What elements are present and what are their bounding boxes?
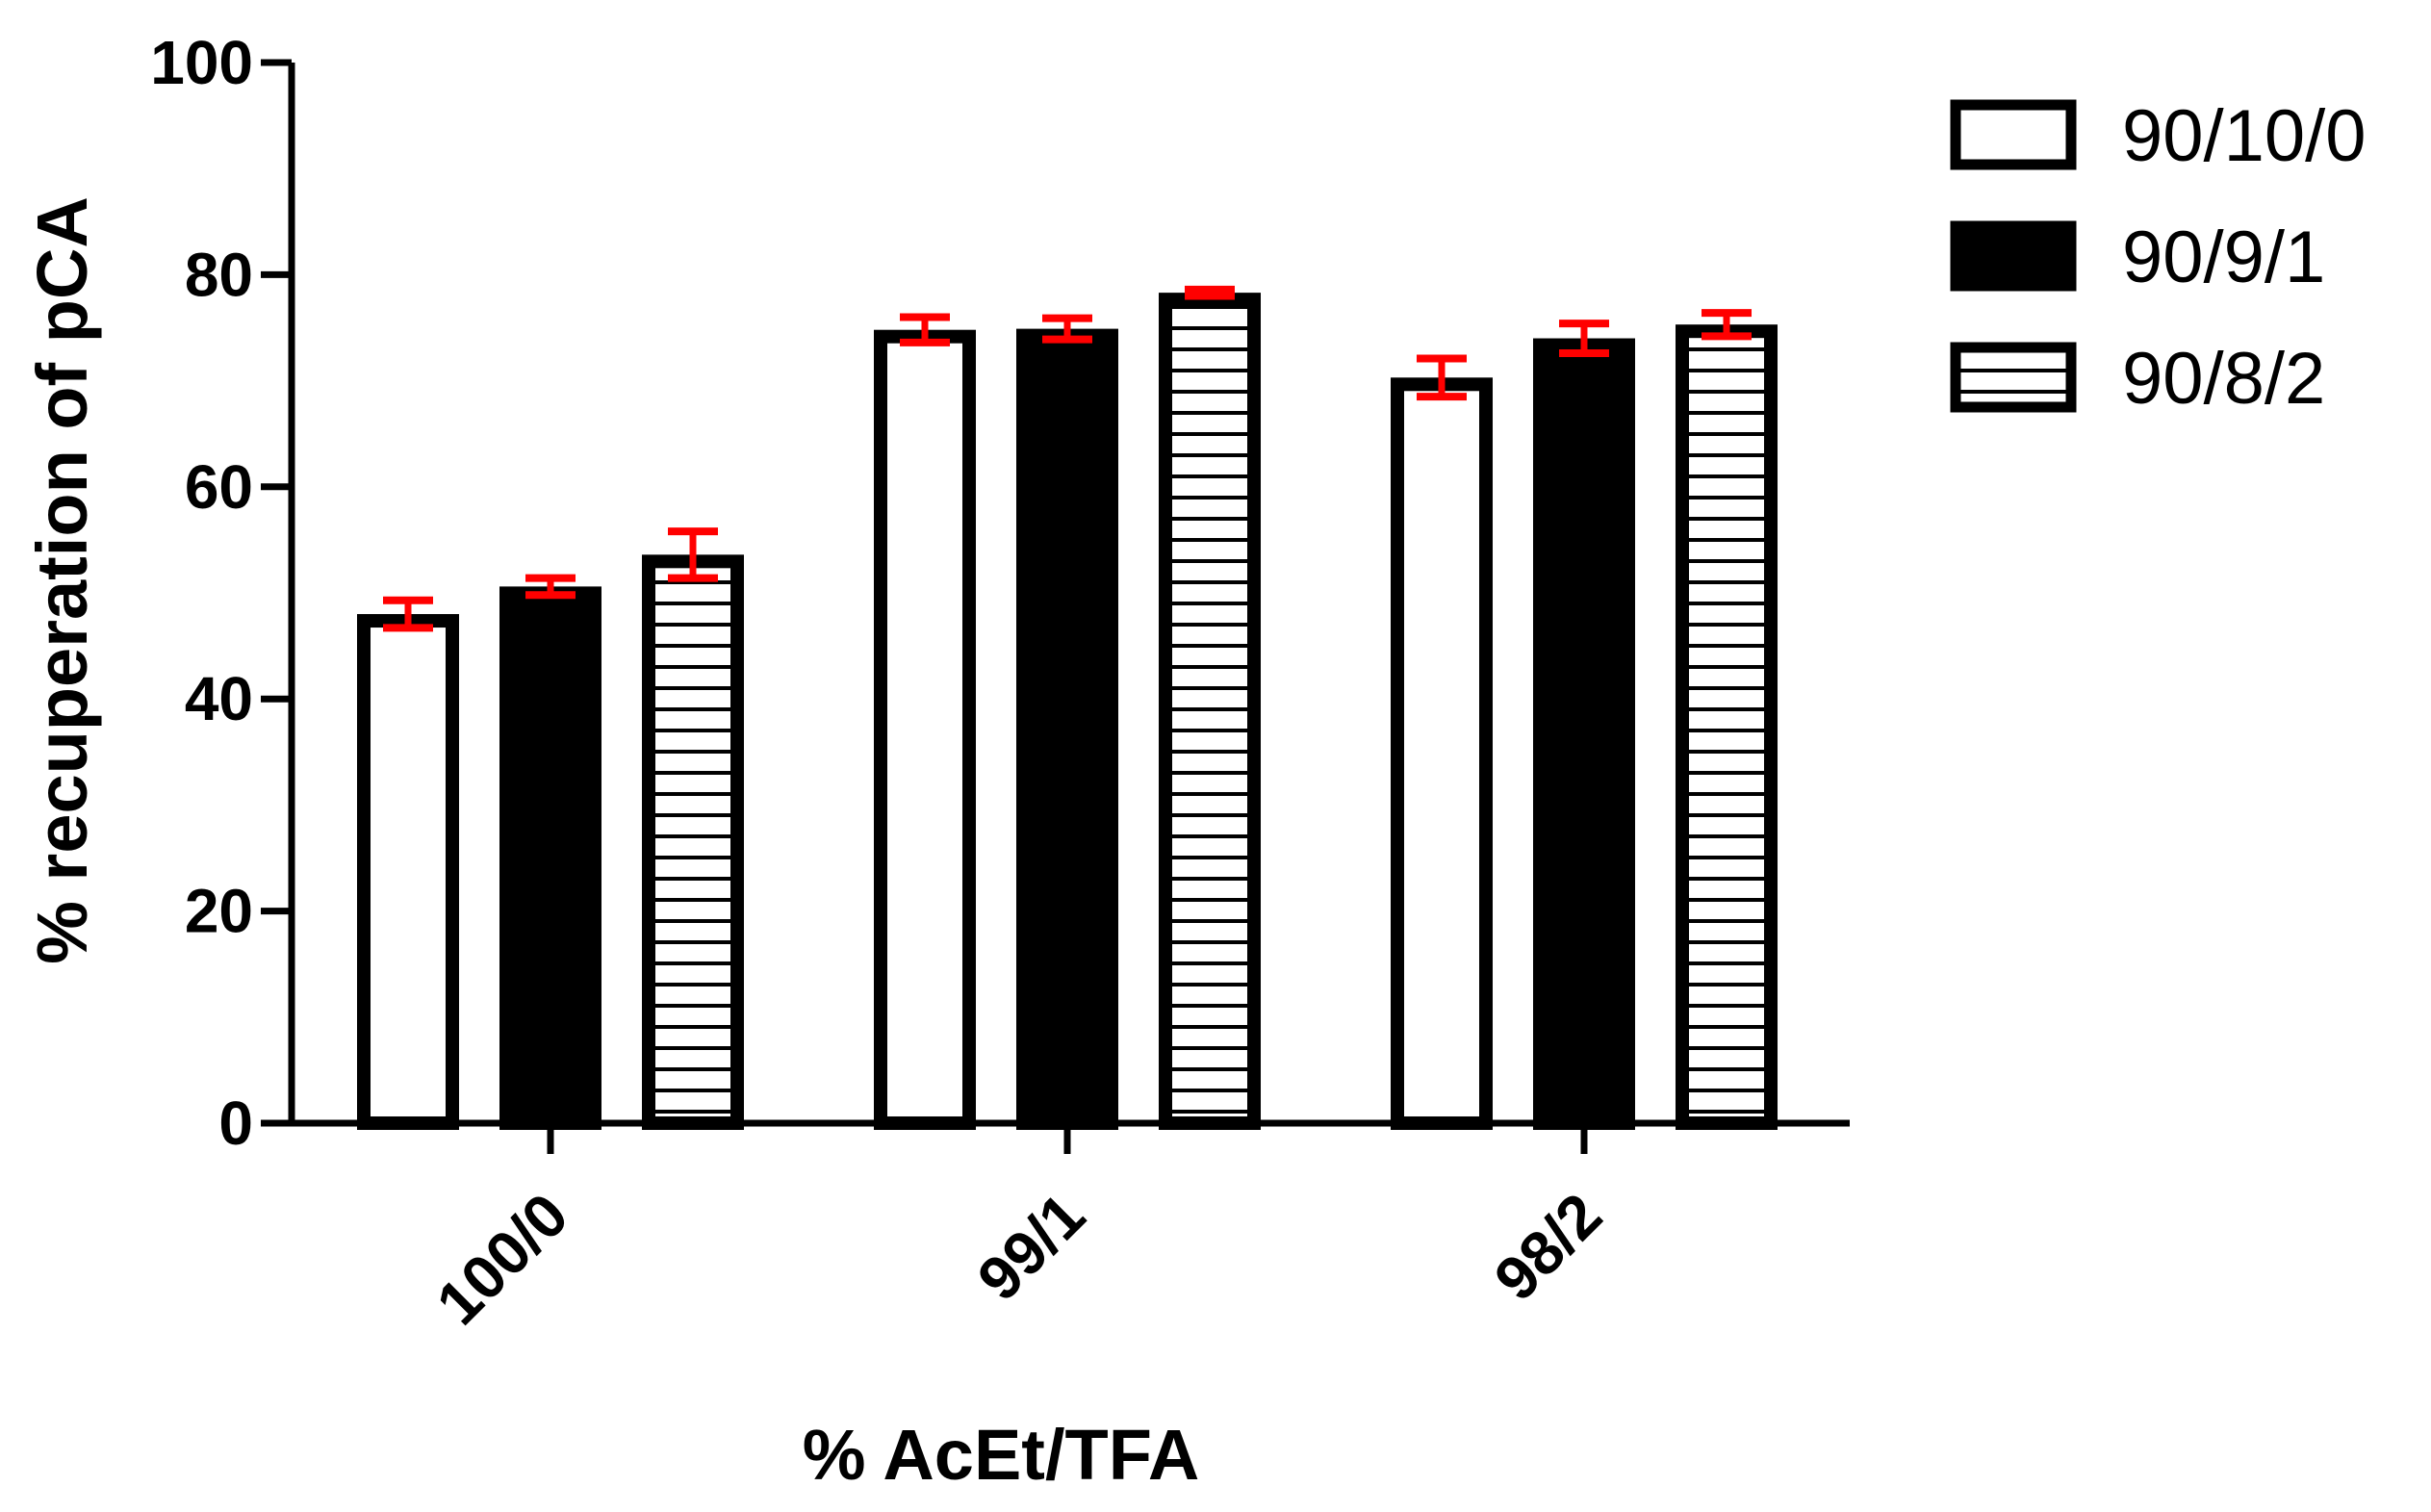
bar-90-10-0-100-0	[357, 614, 459, 1130]
bar-90-8-2-98-2	[1676, 324, 1778, 1131]
bar-90-10-0-98-2	[1391, 377, 1493, 1130]
error-bar	[525, 574, 576, 600]
legend-swatch	[1950, 99, 2077, 170]
x-tick-label: 100/0	[423, 1180, 581, 1338]
y-tick-label: 100	[150, 28, 253, 97]
bar-90-8-2-99-1	[1159, 293, 1261, 1131]
error-bar	[1417, 354, 1467, 401]
bar-90-8-2-100-0	[642, 554, 744, 1130]
error-bar	[668, 527, 718, 582]
x-tick-label: 98/2	[1481, 1180, 1615, 1314]
y-axis-title: % recuperation of pCA	[22, 196, 102, 964]
legend-swatch	[1950, 342, 2077, 413]
bar-90-10-0-99-1	[874, 329, 976, 1131]
bar-90-9-1-99-1	[1016, 328, 1118, 1130]
legend: 90/10/0 90/9/1 90/8/2	[1950, 95, 2367, 420]
y-tick-label: 20	[185, 877, 253, 946]
legend-item: 90/9/1	[1950, 217, 2325, 298]
error-bar	[1185, 285, 1235, 300]
y-tick-label: 0	[218, 1089, 253, 1158]
y-tick-label: 80	[185, 240, 253, 309]
plot-area	[357, 285, 1778, 1131]
legend-label: 90/8/2	[2122, 338, 2325, 420]
legend-swatch	[1950, 220, 2077, 292]
error-bar	[1042, 314, 1092, 344]
error-bar	[383, 596, 433, 632]
bar-90-9-1-100-0	[499, 586, 601, 1130]
error-bar	[1559, 320, 1609, 357]
x-axis-title: % AcEt/TFA	[803, 1415, 1200, 1495]
x-tick-label: 99/1	[964, 1180, 1098, 1314]
bar-90-9-1-98-2	[1533, 338, 1635, 1130]
y-tick-label: 40	[185, 664, 253, 733]
y-tick-label: 60	[185, 452, 253, 522]
legend-item: 90/8/2	[1950, 338, 2325, 420]
legend-label: 90/10/0	[2122, 95, 2367, 177]
legend-label: 90/9/1	[2122, 217, 2325, 298]
error-bar	[1702, 309, 1752, 341]
error-bar	[900, 313, 950, 346]
legend-item: 90/10/0	[1950, 95, 2367, 177]
